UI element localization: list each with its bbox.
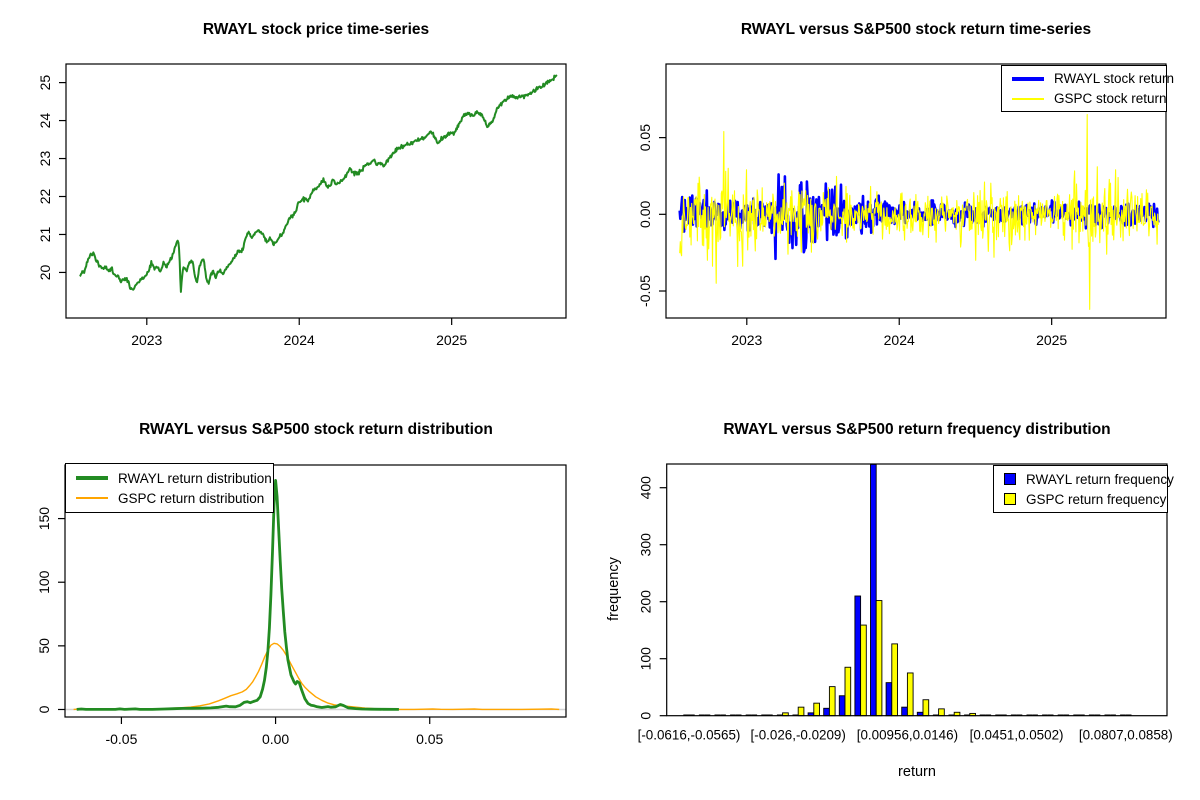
svg-text:2025: 2025 — [1036, 332, 1067, 348]
svg-text:0.05: 0.05 — [637, 124, 653, 151]
svg-text:0.00: 0.00 — [637, 200, 653, 227]
legend-label: RWAYL stock return — [1054, 71, 1175, 86]
svg-text:2024: 2024 — [884, 332, 915, 348]
gspc-density-line-swatch — [76, 497, 108, 499]
price-chart-panel: RWAYL stock price time-series 20 21 22 23 24… — [0, 0, 600, 400]
legend-item-rwayl-frequency: RWAYL return frequency — [1004, 472, 1174, 487]
density-chart-title: RWAYL versus S&P500 stock return distrib… — [139, 421, 493, 438]
svg-text:22: 22 — [37, 189, 53, 205]
returns-chart-canvas: 0.05 0.00 -0.05 2023 2024 2025 — [637, 63, 1167, 348]
svg-text:20: 20 — [37, 264, 53, 280]
returns-chart-title: RWAYL versus S&P500 stock return time-se… — [740, 21, 1092, 38]
svg-text:21: 21 — [37, 226, 53, 242]
svg-text:2023: 2023 — [131, 332, 162, 348]
gspc-return-line-swatch — [1012, 97, 1044, 100]
price-chart-title: RWAYL stock price time-series — [202, 21, 430, 38]
svg-text:300: 300 — [638, 533, 654, 557]
legend-label: RWAYL return frequency — [1026, 471, 1174, 487]
svg-text:-0.05: -0.05 — [105, 731, 137, 747]
legend-item-gspc-density: GSPC return distribution — [76, 490, 265, 506]
returns-legend: RWAYL stock return GSPC stock return — [1001, 65, 1174, 112]
svg-text:50: 50 — [36, 638, 52, 654]
legend-label: GSPC stock return — [1054, 91, 1167, 106]
histogram-x-axis-label: return — [898, 764, 936, 780]
legend-item-rwayl-return: RWAYL stock return — [1012, 71, 1174, 86]
svg-text:[0.0807,0.0858): [0.0807,0.0858) — [1079, 728, 1173, 743]
svg-text:[0.00956,0.0146): [0.00956,0.0146) — [857, 728, 958, 743]
svg-text:0: 0 — [36, 705, 52, 713]
svg-text:200: 200 — [638, 590, 654, 614]
density-legend: RWAYL return distribution GSPC return di… — [65, 463, 274, 513]
rwayl-return-line-swatch — [1012, 76, 1044, 81]
svg-text:2023: 2023 — [731, 332, 762, 348]
histogram-legend: RWAYL return frequency GSPC return frequ… — [993, 465, 1174, 513]
legend-item-gspc-frequency: GSPC return frequency — [1004, 492, 1166, 507]
svg-text:0: 0 — [638, 712, 654, 720]
svg-text:2024: 2024 — [284, 332, 315, 348]
histogram-chart-panel: RWAYL versus S&P500 return frequency dis… — [600, 400, 1200, 800]
svg-text:[-0.0616,-0.0565): [-0.0616,-0.0565) — [638, 728, 741, 743]
svg-text:[0.0451,0.0502): [0.0451,0.0502) — [970, 728, 1064, 743]
svg-text:24: 24 — [37, 113, 53, 129]
svg-text:400: 400 — [638, 476, 654, 500]
rwayl-frequency-box-swatch — [1004, 473, 1016, 485]
price-chart-canvas: 20 21 22 23 24 25 2023 2024 2025 — [37, 63, 567, 348]
gspc-frequency-box-swatch — [1004, 493, 1016, 505]
histogram-chart-title: RWAYL versus S&P500 return frequency dis… — [723, 421, 1111, 438]
svg-text:100: 100 — [36, 570, 52, 594]
density-chart-canvas: 0 50 100 150 -0.05 0.00 0.05 — [36, 464, 567, 747]
legend-item-rwayl-density: RWAYL return distribution — [76, 471, 272, 486]
svg-text:[-0.026,-0.0209): [-0.026,-0.0209) — [751, 728, 846, 743]
density-chart-panel: RWAYL versus S&P500 stock return distrib… — [0, 400, 600, 800]
svg-text:23: 23 — [37, 151, 53, 167]
svg-text:2025: 2025 — [436, 332, 467, 348]
histogram-y-axis-label: frequency — [606, 557, 622, 621]
legend-label: GSPC return frequency — [1026, 491, 1167, 507]
legend-label: GSPC return distribution — [118, 490, 265, 506]
rwayl-density-line-swatch — [76, 476, 108, 480]
svg-text:0.05: 0.05 — [416, 731, 443, 747]
returns-chart-panel: RWAYL versus S&P500 stock return time-se… — [600, 0, 1200, 400]
legend-label: RWAYL return distribution — [118, 470, 272, 486]
svg-text:150: 150 — [36, 507, 52, 531]
svg-text:100: 100 — [638, 647, 654, 671]
svg-text:0.00: 0.00 — [262, 731, 289, 747]
svg-text:-0.05: -0.05 — [637, 275, 653, 307]
legend-item-gspc-return: GSPC stock return — [1012, 91, 1167, 106]
svg-text:25: 25 — [37, 75, 53, 91]
histogram-chart-canvas: 0 100 200 300 400 [-0.0616,-0.0565) [-0.026,-0… — [638, 463, 1173, 743]
